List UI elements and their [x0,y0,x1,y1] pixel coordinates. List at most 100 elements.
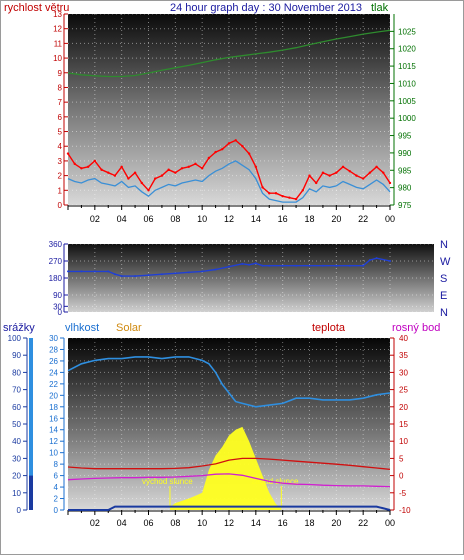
temperature-y-tick-label: 30 [399,368,408,377]
climate-x-tick-label: 08 [170,518,180,528]
temperature-y-tick-label: 15 [399,420,408,429]
temperature-y-tick-label: 0 [399,472,404,481]
wind-speed-point [294,197,298,201]
wind-speed-point [100,168,103,171]
solar-area [170,426,282,510]
wind-speed-point [375,165,378,168]
wind-speed-point [113,174,117,177]
rain-y-tick-label: 30 [12,454,21,463]
humidity-y-tick-label: 18 [49,403,58,412]
humidity-line [67,356,391,408]
climate-x-tick-label: 04 [117,518,127,528]
wind-y-tick-label: 6 [58,113,63,122]
wind-speed-point [86,165,90,168]
wind-direction-point [80,270,83,273]
wind-speed-point [234,139,237,142]
wind-direction-point [187,271,190,274]
direction-plot-area [68,244,434,312]
pressure-y-tick-label: 1000 [398,114,416,123]
pressure-y-tick-label: 975 [398,201,412,210]
wind-speed-point [221,147,224,151]
climate-x-tick-label: 14 [251,518,261,528]
wind-direction-point [214,268,217,271]
wind-direction-point [348,264,351,267]
wind-x-tick-label: 12 [224,214,234,224]
wind-speed-point [73,162,76,166]
wind-x-tick-label: 04 [117,214,127,224]
rain-y-tick-label: 20 [12,472,21,481]
temperature-axis-label: teplota [312,322,346,334]
temperature-y-tick-label: 25 [399,386,408,395]
wind-speed-point [247,152,251,155]
wind-y-tick-label: 1 [58,186,63,195]
rain-y-tick-label: 80 [12,368,21,377]
wind-direction-point [335,264,338,267]
wind-speed-point [341,165,345,168]
wind-speed-point [361,177,365,180]
rain-y-tick-label: 60 [12,403,21,412]
pressure-line [67,29,391,78]
wind-average-line [67,160,391,203]
wind-speed-point [66,152,70,155]
climate-x-tick-label: 00 [385,518,395,528]
wind-x-tick-label: 16 [278,214,288,224]
direction-y-tick-label: 270 [49,257,63,266]
humidity-y-tick-label: 6 [54,472,59,481]
climate-x-tick-label: 12 [224,518,234,528]
wind-direction-point [120,275,123,278]
climate-x-tick-label: 22 [358,518,368,528]
wind-x-tick-label: 14 [251,214,261,224]
wind-speed-point [382,171,385,174]
wind-x-tick-label: 08 [170,214,180,224]
rain-y-tick-label: 70 [12,386,21,395]
temperature-line [67,457,391,471]
wind-x-tick-label: 18 [304,214,314,224]
pressure-y-tick-label: 1025 [398,27,416,36]
pressure-y-tick-label: 980 [398,184,412,193]
rain-y-tick-label: 90 [12,351,21,360]
wind-speed-point [348,170,351,173]
rain-y-tick-label: 0 [17,506,22,515]
temperature-y-tick-label: 5 [399,454,404,463]
wind-y-tick-label: 10 [53,54,62,63]
wind-direction-point [134,275,137,278]
wind-speed-point [254,165,258,168]
wind-speed-point [227,142,231,145]
wind-speed-point [154,177,157,180]
chart-title: 24 hour graph day : 30 November 2013 [170,2,362,14]
wind-direction-point [254,262,257,265]
wind-direction-point [174,272,177,275]
wind-speed-point [328,174,331,177]
wind-direction-point [281,264,284,267]
sunrise-label: východ slunce [142,477,193,486]
wind-speed-point [167,168,170,171]
direction-compass-label: N [440,239,448,251]
wind-y-tick-label: 5 [58,128,63,137]
temperature-y-tick-label: 20 [399,403,408,412]
wind-x-tick-label: 02 [90,214,100,224]
rain-scale-bar [29,338,33,510]
dewpoint-axis-label: rosný bod [392,322,440,334]
direction-y-tick-label: 180 [49,274,63,283]
wind-speed-point [308,174,311,177]
wind-y-tick-label: 2 [58,172,63,181]
wind-y-tick-label: 11 [54,39,63,48]
humidity-y-tick-label: 28 [49,345,58,354]
direction-compass-label: E [440,290,447,302]
wind-y-tick-label: 3 [58,157,63,166]
wind-speed-point [174,171,177,174]
temperature-y-tick-label: -10 [399,506,411,515]
wind-direction-point [308,264,311,267]
climate-x-tick-label: 20 [331,518,341,528]
wind-speed-point [133,171,137,174]
wind-speed-point [187,165,190,168]
direction-y-tick-label: 30 [53,302,62,311]
humidity-y-tick-label: 14 [49,426,58,435]
solar-axis-label: Solar [116,322,142,334]
direction-y-tick-label: 360 [49,240,63,249]
direction-compass-label: W [440,256,451,268]
humidity-y-tick-label: 8 [54,460,59,469]
